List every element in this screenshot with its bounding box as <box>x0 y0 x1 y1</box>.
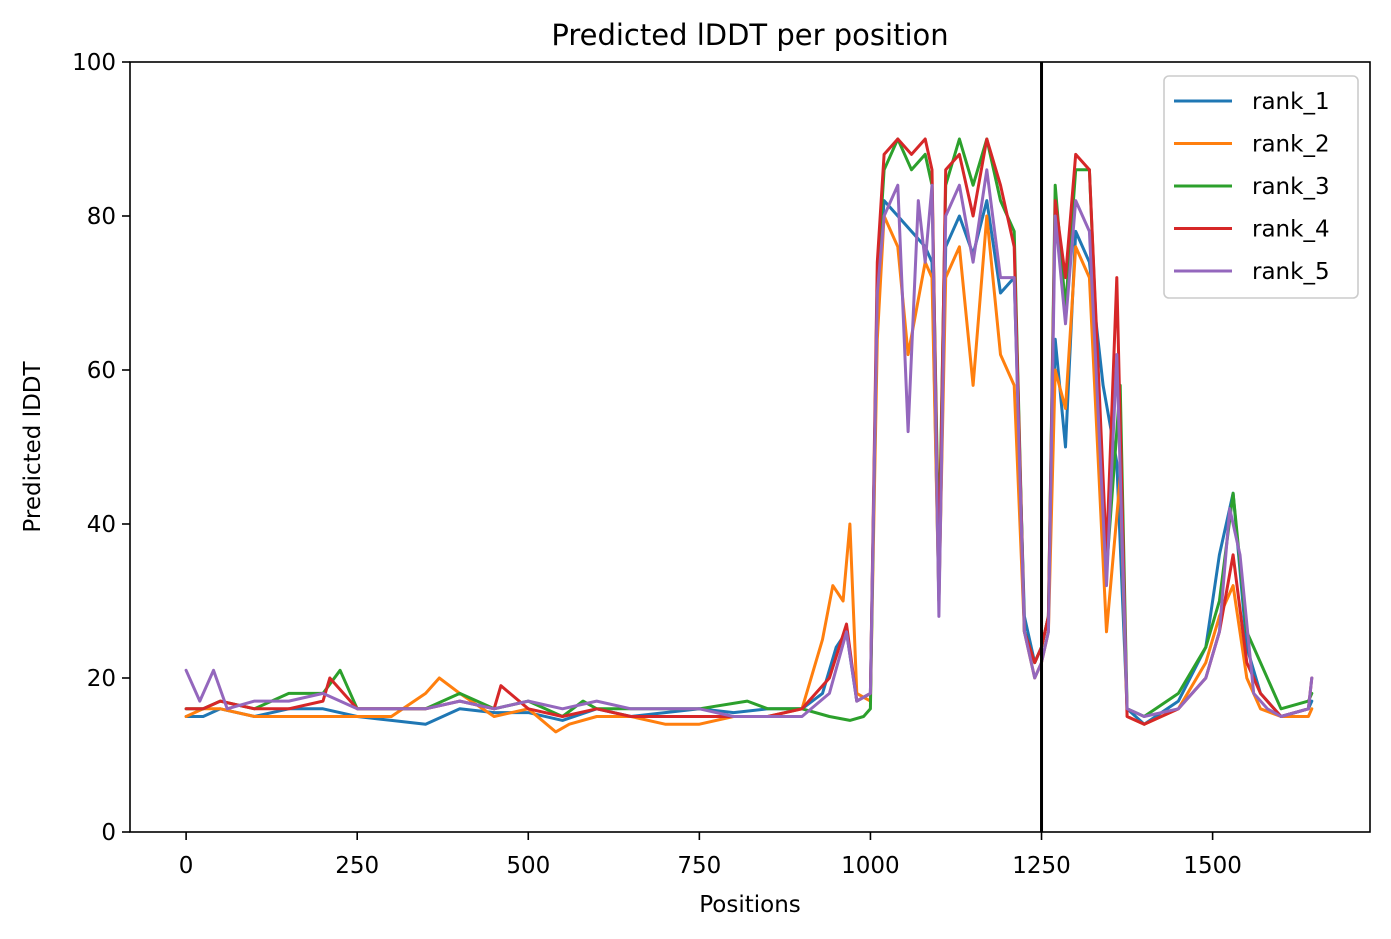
y-axis: 0 20 40 60 80 100 <box>72 50 130 846</box>
chart-title: Predicted lDDT per position <box>551 18 948 52</box>
y-tick-label: 100 <box>72 50 116 76</box>
x-tick-label: 500 <box>506 853 550 879</box>
x-tick-label: 750 <box>677 853 721 879</box>
legend: rank_1 rank_2 rank_3 rank_4 rank_5 <box>1163 75 1359 299</box>
x-tick-label: 1500 <box>1183 853 1242 879</box>
plot-frame <box>129 61 1371 833</box>
y-tick-label: 40 <box>87 512 116 538</box>
x-axis: 0 250 500 750 1000 1250 1500 <box>179 832 1242 879</box>
y-tick-label: 80 <box>87 204 116 230</box>
y-tick-label: 0 <box>101 820 116 846</box>
series-layer <box>184 137 1314 734</box>
legend-box <box>1163 75 1359 299</box>
legend-label-rank_1: rank_1 <box>1252 89 1330 115</box>
y-axis-label: Predicted lDDT <box>20 360 46 532</box>
x-tick-label: 1250 <box>1012 853 1071 879</box>
y-tick-label: 60 <box>87 358 116 384</box>
x-tick-label: 250 <box>335 853 379 879</box>
x-tick-label: 0 <box>179 853 194 879</box>
legend-label-rank_2: rank_2 <box>1252 132 1330 158</box>
series-line-rank_5 <box>184 168 1314 718</box>
legend-label-rank_5: rank_5 <box>1252 259 1330 285</box>
x-axis-label: Positions <box>699 892 801 918</box>
legend-label-rank_3: rank_3 <box>1252 174 1330 200</box>
legend-label-rank_4: rank_4 <box>1252 217 1330 243</box>
x-tick-label: 1000 <box>841 853 900 879</box>
y-tick-label: 20 <box>87 666 116 692</box>
